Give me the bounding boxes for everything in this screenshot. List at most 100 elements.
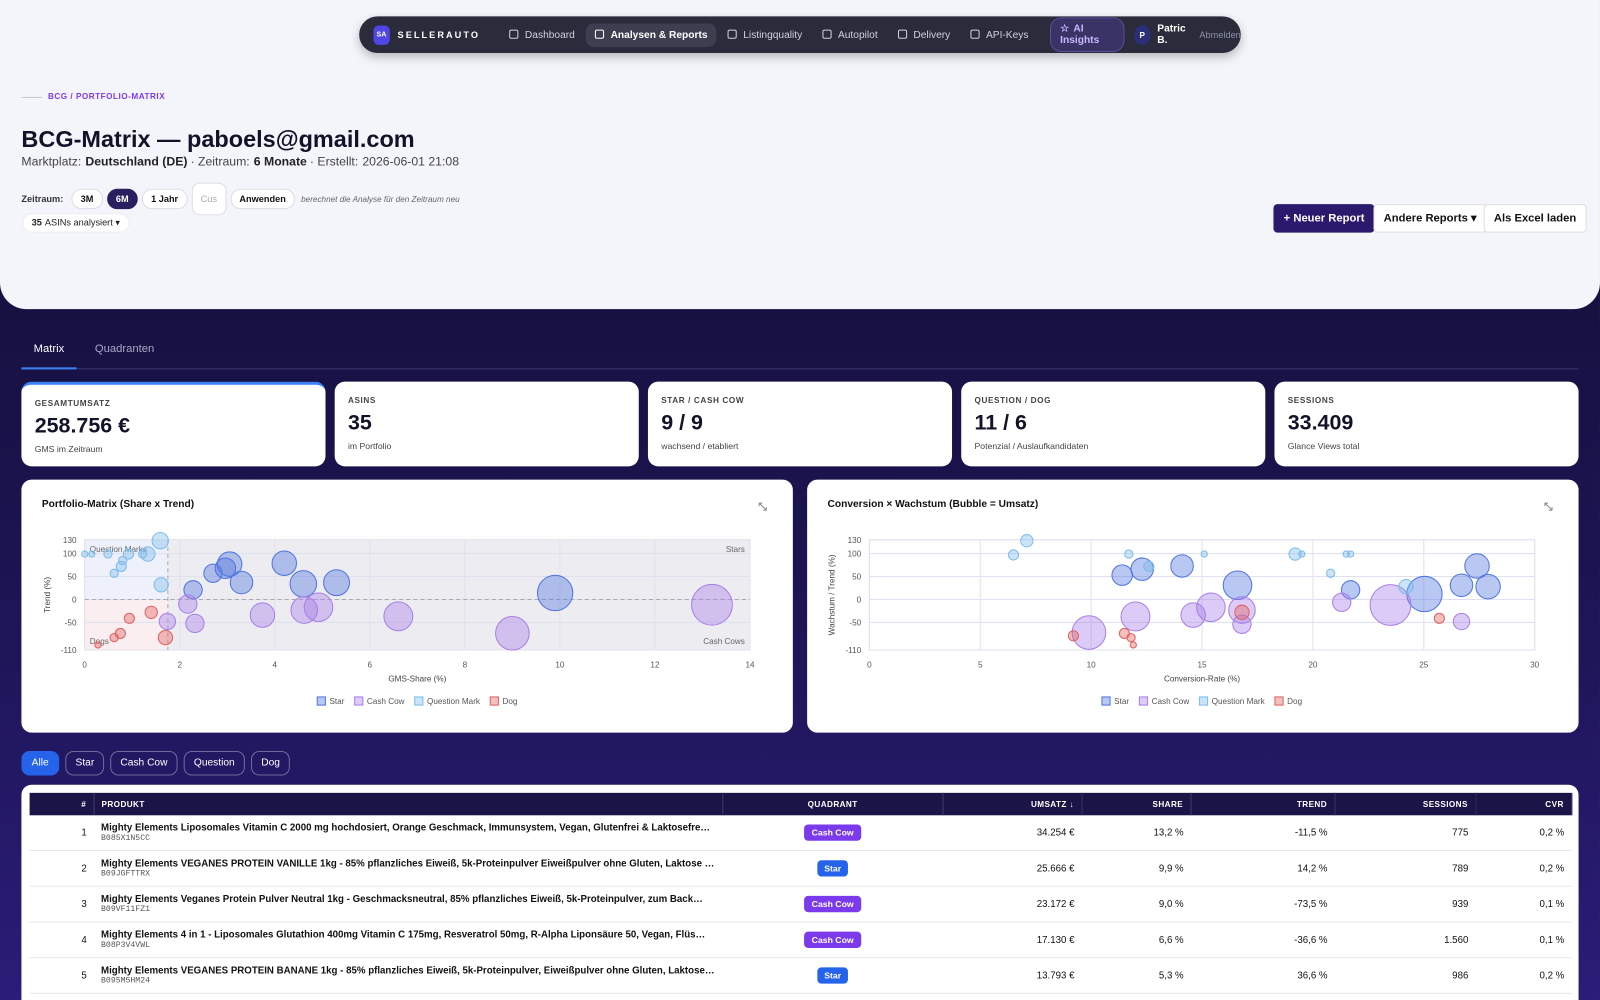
product: Mighty Elements 4 in 1 - Liposomales Glu… <box>93 921 723 959</box>
rank: 2 <box>29 850 94 887</box>
nav-icon <box>822 29 832 39</box>
meta-label: · Zeitraum: <box>190 154 250 169</box>
cell: 14,2 % <box>1190 850 1335 887</box>
period-bar: Zeitraum: 3M 6M 1 Jahr Cus Anwenden berechnet … <box>21 182 460 216</box>
cell: 986 <box>1334 957 1476 994</box>
rank: 3 <box>29 886 94 923</box>
quadrant: Star <box>722 957 943 994</box>
chart-card <box>21 479 793 733</box>
kpi-value: 33.409 <box>1287 411 1354 435</box>
filter-chip[interactable]: Cash Cow <box>110 751 178 776</box>
column-header[interactable]: SHARE <box>1081 792 1192 816</box>
kpi-value: 35 <box>347 411 372 435</box>
kpi-sub: im Portfolio <box>347 440 392 452</box>
cell: 5,3 % <box>1081 957 1191 994</box>
nav-item[interactable]: API-Keys <box>961 23 1037 46</box>
period-hint: berechnet die Analyse für den Zeitraum n… <box>301 194 460 204</box>
kpi-value: 258.756 € <box>34 414 131 438</box>
chart-card <box>807 479 1579 733</box>
column-header[interactable]: CVR <box>1475 792 1572 816</box>
product-name: Mighty Elements Liposomales Vitamin C 20… <box>101 822 711 834</box>
tab[interactable]: Matrix <box>21 337 77 370</box>
cell: 6,6 % <box>1081 921 1191 959</box>
kpi-card: STAR / CASH COW 9 / 9 wachsend / etabliert <box>647 381 953 467</box>
meta-value: 2026-06-01 21:08 <box>362 154 460 169</box>
table-row[interactable]: 5 Mighty Elements VEGANES PROTEIN BANANE … <box>29 957 1572 994</box>
ai-insights[interactable]: ☆ AI Insights <box>1049 17 1125 53</box>
tabs: Matrix Quadranten <box>21 337 1579 370</box>
rank: 5 <box>29 957 94 994</box>
period-option[interactable]: 6M <box>106 188 138 210</box>
quadrant-badge: Cash Cow <box>804 824 861 841</box>
nav-icon <box>970 29 980 39</box>
filter-chip[interactable]: Star <box>65 751 105 776</box>
logout[interactable]: Abmelden <box>1199 29 1241 40</box>
tab[interactable]: Quadranten <box>94 342 155 356</box>
product-name: Mighty Elements 4 in 1 - Liposomales Glu… <box>101 929 706 941</box>
table-row[interactable]: 3 Mighty Elements Veganes Protein Pulver … <box>29 886 1572 923</box>
nav-item[interactable]: Delivery <box>889 23 960 46</box>
table-row[interactable]: 1 Mighty Elements Liposomales Vitamin C 2… <box>29 815 1572 852</box>
quadrant-badge: Cash Cow <box>804 895 861 913</box>
nav-item[interactable]: Dashboard <box>500 23 584 46</box>
column-header[interactable]: TREND <box>1190 792 1336 816</box>
asin-count: 35 <box>31 217 42 228</box>
column-header: PRODUKT <box>93 792 723 816</box>
cell: 9,9 % <box>1081 850 1191 887</box>
meta-label: · Erstellt: <box>309 154 359 169</box>
nav-label: Dashboard <box>524 29 575 41</box>
filter-chip[interactable]: Dog <box>251 751 291 776</box>
quadrant: Cash Cow <box>722 921 943 959</box>
column-header: QUADRANT <box>722 792 944 816</box>
apply-button[interactable]: Anwenden <box>230 188 296 210</box>
ai-label: AI Insights <box>1060 23 1100 46</box>
product-table: # PRODUKT QUADRANT UMSATZ ↓ SHARE TREND SESSIO… <box>29 792 1572 994</box>
quadrant: Star <box>722 850 943 887</box>
cell: 25.666 € <box>942 850 1082 887</box>
table-row[interactable]: 4 Mighty Elements 4 in 1 - Liposomales Gl… <box>29 921 1572 959</box>
period-option[interactable]: 1 Jahr <box>141 188 188 210</box>
quadrant-badge: Star <box>817 860 849 877</box>
product: Mighty Elements VEGANES PROTEIN BANANE 1… <box>93 957 723 994</box>
product-name: Mighty Elements VEGANES PROTEIN BANANE 1… <box>101 965 715 977</box>
asin: B09VF11FZ1 <box>101 905 151 915</box>
brand-badge: SA <box>373 24 390 45</box>
kpi-label: SESSIONS <box>1287 395 1335 406</box>
action-button[interactable]: Als Excel laden <box>1483 204 1587 233</box>
asin-pill[interactable]: 35 ASINs analysiert ▾ <box>22 213 130 233</box>
kpi-label: QUESTION / DOG <box>974 395 1052 406</box>
cell: 9,0 % <box>1081 886 1191 923</box>
asin: B095M5HM24 <box>101 976 151 986</box>
table-row[interactable]: 2 Mighty Elements VEGANES PROTEIN VANILLE… <box>29 850 1572 887</box>
user-badge: P <box>1134 24 1151 45</box>
header-row: # PRODUKT QUADRANT UMSATZ ↓ SHARE TREND SESSIO… <box>29 792 1572 816</box>
custom-input[interactable]: Cus <box>191 182 227 216</box>
filter-chip[interactable]: Question <box>183 751 245 776</box>
meta-label: Marktplatz: <box>21 154 82 169</box>
nav-item[interactable]: Analysen & Reports <box>586 22 717 47</box>
nav-icon <box>595 29 605 39</box>
quadrant-badge: Star <box>817 967 849 984</box>
column-header: # <box>29 792 95 816</box>
nav-item[interactable]: Listingquality <box>719 23 812 46</box>
cell: 36,6 % <box>1190 957 1335 994</box>
cell: -11,5 % <box>1190 815 1335 852</box>
filter-chip[interactable]: Alle <box>21 751 59 776</box>
asin: B09JGFTTRX <box>101 869 151 879</box>
product: Mighty Elements Veganes Protein Pulver N… <box>93 886 723 923</box>
cell: 0,1 % <box>1475 886 1572 923</box>
product-name: Mighty Elements Veganes Protein Pulver N… <box>101 893 703 906</box>
cell: 0,1 % <box>1475 921 1572 959</box>
period-label: Zeitraum: <box>21 193 64 205</box>
action-button[interactable]: + Neuer Report <box>1273 204 1375 233</box>
nav-item[interactable]: Autopilot <box>813 23 886 46</box>
product-name: Mighty Elements VEGANES PROTEIN VANILLE … <box>101 858 715 870</box>
column-header[interactable]: SESSIONS <box>1334 792 1477 816</box>
quadrant: Cash Cow <box>722 815 943 852</box>
column-header[interactable]: UMSATZ ↓ <box>942 792 1083 816</box>
action-button[interactable]: Andere Reports ▾ <box>1373 204 1487 233</box>
cell: 939 <box>1334 886 1476 923</box>
period-option[interactable]: 3M <box>71 188 103 210</box>
